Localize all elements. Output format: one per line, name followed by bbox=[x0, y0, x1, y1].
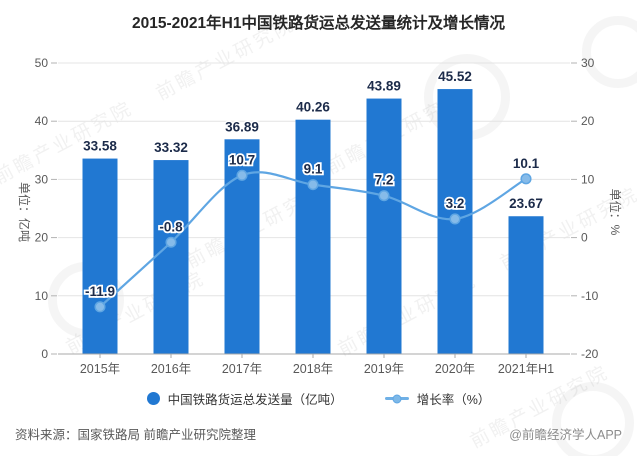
bar-value-label: 33.58 bbox=[83, 139, 117, 154]
x-axis-category-label: 2018年 bbox=[293, 362, 333, 376]
bar[interactable] bbox=[366, 98, 402, 354]
line-marker[interactable] bbox=[94, 301, 106, 313]
line-series-legend-label: 增长率（%） bbox=[416, 393, 491, 407]
left-axis-tick-label: 50 bbox=[35, 56, 49, 70]
line-marker[interactable] bbox=[307, 179, 319, 191]
right-axis-tick-label: 30 bbox=[581, 56, 595, 70]
combo-chart: 单位：亿吨 单位：% 0 10 20 30 40 50 -20 -10 0 10 20 30 2015年… bbox=[17, 56, 623, 376]
bar-value-label: 43.89 bbox=[367, 79, 401, 94]
bar-value-label: 40.26 bbox=[296, 100, 330, 115]
line-value-label: 10.7 bbox=[229, 152, 255, 167]
right-axis-tick-label: 10 bbox=[581, 172, 595, 186]
x-axis-category-label: 2017年 bbox=[222, 362, 262, 376]
right-axis-tick-label: -20 bbox=[581, 347, 599, 361]
bar[interactable] bbox=[153, 160, 189, 354]
chart-title: 2015-2021年H1中国铁路货运总发送量统计及增长情况 bbox=[132, 15, 505, 32]
source-note: 资料来源：国家铁路局 前瞻产业研究院整理 bbox=[15, 428, 256, 442]
bar-value-label: 36.89 bbox=[225, 119, 259, 134]
line-value-label: 10.1 bbox=[513, 156, 540, 171]
line-value-label: -11.9 bbox=[85, 284, 115, 299]
left-axis-tick-label: 30 bbox=[35, 172, 49, 186]
left-axis-tick-label: 40 bbox=[35, 114, 49, 128]
line-marker[interactable] bbox=[449, 213, 461, 225]
line-marker[interactable] bbox=[236, 169, 248, 181]
legend-item-bar-series[interactable]: 中国铁路货运总发送量（亿吨） bbox=[146, 389, 343, 408]
line-value-label: 7.2 bbox=[375, 173, 394, 188]
line-marker[interactable] bbox=[378, 190, 390, 202]
bar-series-legend-label: 中国铁路货运总发送量（亿吨） bbox=[167, 393, 343, 407]
right-axis-title: 单位：% bbox=[608, 189, 623, 236]
line-marker[interactable] bbox=[520, 173, 532, 185]
left-axis-tick-label: 20 bbox=[35, 231, 49, 245]
bar-value-label: 33.32 bbox=[154, 140, 188, 155]
credit: @前瞻经济学人APP bbox=[509, 428, 622, 442]
right-axis-tick-label: 20 bbox=[581, 114, 595, 128]
x-axis-category-label: 2021年H1 bbox=[498, 362, 554, 376]
x-axis-category-label: 2019年 bbox=[364, 362, 404, 376]
bar[interactable] bbox=[82, 158, 118, 354]
left-axis-title: 单位：亿吨 bbox=[17, 182, 32, 242]
right-axis-tick-label: 0 bbox=[581, 231, 588, 245]
line-series-legend-marker-icon bbox=[384, 394, 409, 403]
bar-value-label: 23.67 bbox=[509, 196, 543, 211]
line-marker[interactable] bbox=[165, 236, 177, 248]
legend-item-line-series[interactable]: 增长率（%） bbox=[384, 389, 491, 408]
line-value-label: 3.2 bbox=[446, 196, 465, 211]
left-axis-tick-label: 10 bbox=[35, 289, 49, 303]
x-axis-category-label: 2016年 bbox=[151, 362, 191, 376]
line-series-legend-dot-icon bbox=[392, 394, 402, 403]
bar-series-legend-marker-icon bbox=[146, 392, 160, 405]
legend: 中国铁路货运总发送量（亿吨） 增长率（%） bbox=[0, 389, 637, 408]
x-axis-category-label: 2020年 bbox=[435, 362, 475, 376]
x-axis-category-label: 2015年 bbox=[80, 362, 120, 376]
bar-value-label: 45.52 bbox=[438, 69, 472, 84]
footer: 资料来源：国家铁路局 前瞻产业研究院整理 @前瞻经济学人APP bbox=[0, 424, 637, 443]
line-value-label: -0.8 bbox=[159, 219, 183, 234]
bar[interactable] bbox=[508, 216, 544, 354]
left-axis-tick-label: 0 bbox=[41, 347, 48, 361]
bar[interactable] bbox=[295, 119, 331, 354]
line-value-label: 9.1 bbox=[304, 162, 323, 177]
right-axis-tick-label: -10 bbox=[581, 289, 599, 303]
